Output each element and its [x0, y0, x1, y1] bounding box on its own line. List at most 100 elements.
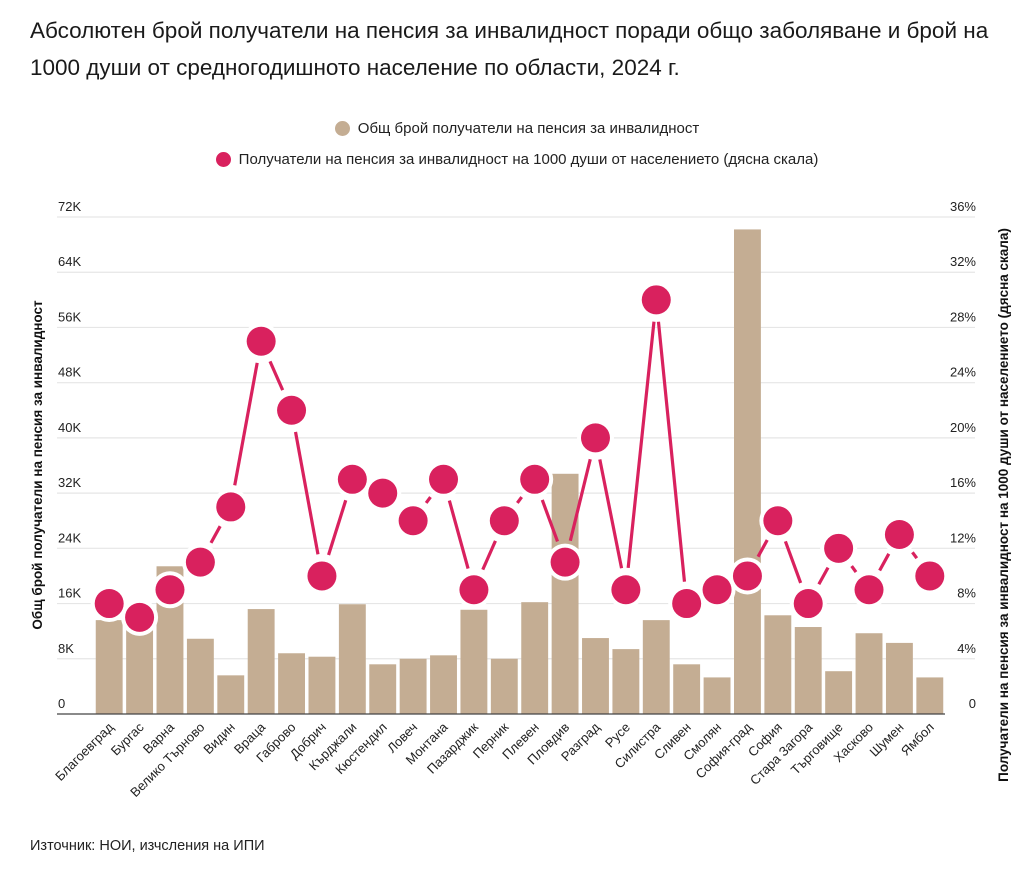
- right-y-axis-ticks: 0 4% 8% 12% 16% 20% 24% 28% 32% 36%: [950, 199, 976, 711]
- line-segment: [911, 551, 919, 560]
- x-tick-label: Бургас: [108, 719, 147, 758]
- data-point: [732, 561, 762, 591]
- data-point: [185, 547, 215, 577]
- line-segment: [424, 496, 432, 504]
- line-segment: [327, 499, 348, 556]
- bar: [490, 658, 518, 714]
- data-point: [672, 589, 702, 619]
- line-segment: [598, 459, 624, 569]
- line-segment: [209, 525, 222, 544]
- data-point: [489, 506, 519, 536]
- line-segment: [516, 496, 523, 504]
- gridlines: [57, 216, 975, 660]
- bar: [308, 656, 336, 714]
- bar: [855, 633, 883, 714]
- x-tick-label: Ямбол: [898, 720, 937, 759]
- right-y-axis-title: Получатели на пенсия за инвалидност на 1…: [996, 228, 1011, 782]
- bar: [825, 671, 853, 714]
- y-tick-right: 8%: [957, 586, 976, 601]
- data-point: [702, 575, 732, 605]
- left-y-axis-title: Общ брой получатели на пенсия за инвалид…: [30, 300, 45, 630]
- bar: [551, 473, 579, 714]
- bar: [217, 675, 245, 714]
- data-point: [337, 464, 367, 494]
- bar: [430, 655, 457, 714]
- bar: [369, 664, 397, 714]
- y-tick-left: 40K: [58, 420, 81, 435]
- data-point: [277, 395, 307, 425]
- line-segment: [878, 553, 891, 572]
- data-point: [520, 464, 550, 494]
- line-segment: [481, 540, 497, 571]
- bar: [794, 627, 822, 714]
- y-tick-right: 12%: [950, 530, 976, 545]
- y-tick-right: 36%: [950, 199, 976, 214]
- line-segment: [783, 540, 803, 584]
- line-segment: [540, 499, 560, 543]
- bar: [734, 229, 761, 715]
- bar: [703, 677, 731, 714]
- bar: [642, 620, 670, 714]
- legend-label-line: Получатели на пенсия за инвалидност на 1…: [238, 151, 819, 168]
- bar: [278, 653, 305, 714]
- x-tick-label: Видин: [200, 720, 237, 757]
- line-segment: [626, 321, 656, 569]
- line-segment: [850, 565, 858, 573]
- legend-swatch-line: [215, 152, 231, 167]
- data-point: [763, 506, 793, 536]
- line-segment: [447, 500, 470, 569]
- x-tick-label: Благоевград: [52, 719, 117, 784]
- x-tick-label: Шумен: [866, 720, 906, 760]
- bar: [126, 629, 154, 714]
- line-segment: [268, 360, 285, 391]
- chart-title: Абсолютен брой получатели на пенсия за и…: [30, 18, 989, 80]
- y-tick-right: 24%: [950, 365, 976, 380]
- data-point: [580, 423, 610, 453]
- data-point: [915, 561, 945, 591]
- bar: [916, 677, 944, 714]
- y-tick-left: 8K: [58, 641, 74, 656]
- data-point: [155, 575, 185, 605]
- legend-swatch-bars: [334, 121, 350, 136]
- bar: [399, 658, 427, 714]
- data-point: [307, 561, 337, 591]
- y-tick-right: 32%: [950, 254, 976, 269]
- bar: [247, 609, 275, 714]
- line-segment: [656, 321, 687, 582]
- y-tick-left: 64K: [58, 254, 81, 269]
- data-point: [216, 492, 246, 522]
- y-tick-left: 48K: [58, 365, 81, 380]
- line-series: [90, 281, 949, 636]
- bar: [582, 638, 609, 714]
- y-tick-right: 16%: [950, 475, 976, 490]
- bar: [612, 649, 640, 714]
- y-tick-left: 32K: [58, 475, 81, 490]
- legend-item-line: Получатели на пенсия за инвалидност на 1…: [0, 151, 1034, 171]
- bar: [885, 642, 913, 714]
- data-point: [459, 575, 489, 605]
- data-point: [793, 589, 823, 619]
- bar: [460, 609, 488, 714]
- bar: [521, 602, 549, 714]
- data-point: [854, 575, 884, 605]
- bar: [673, 664, 701, 714]
- data-point: [246, 326, 276, 356]
- line-segment: [568, 458, 592, 542]
- bar: [186, 638, 214, 714]
- data-point: [429, 464, 459, 494]
- data-point: [94, 589, 124, 619]
- line-segment: [756, 539, 769, 558]
- y-tick-left: 0: [58, 696, 65, 711]
- line-segment: [817, 566, 830, 586]
- line-segment: [293, 431, 320, 555]
- source-note: Източник: НОИ, изчсления на ИПИ: [30, 838, 265, 854]
- data-point: [824, 533, 854, 563]
- y-tick-right: 28%: [950, 309, 976, 324]
- data-point: [125, 602, 155, 632]
- left-y-axis-ticks: 0 8K 16K 24K 32K 40K 48K 56K 64K 72K: [58, 199, 81, 711]
- data-point: [884, 520, 914, 550]
- bar: [764, 615, 792, 714]
- y-tick-left: 72K: [58, 199, 81, 214]
- y-tick-left: 24K: [58, 530, 81, 545]
